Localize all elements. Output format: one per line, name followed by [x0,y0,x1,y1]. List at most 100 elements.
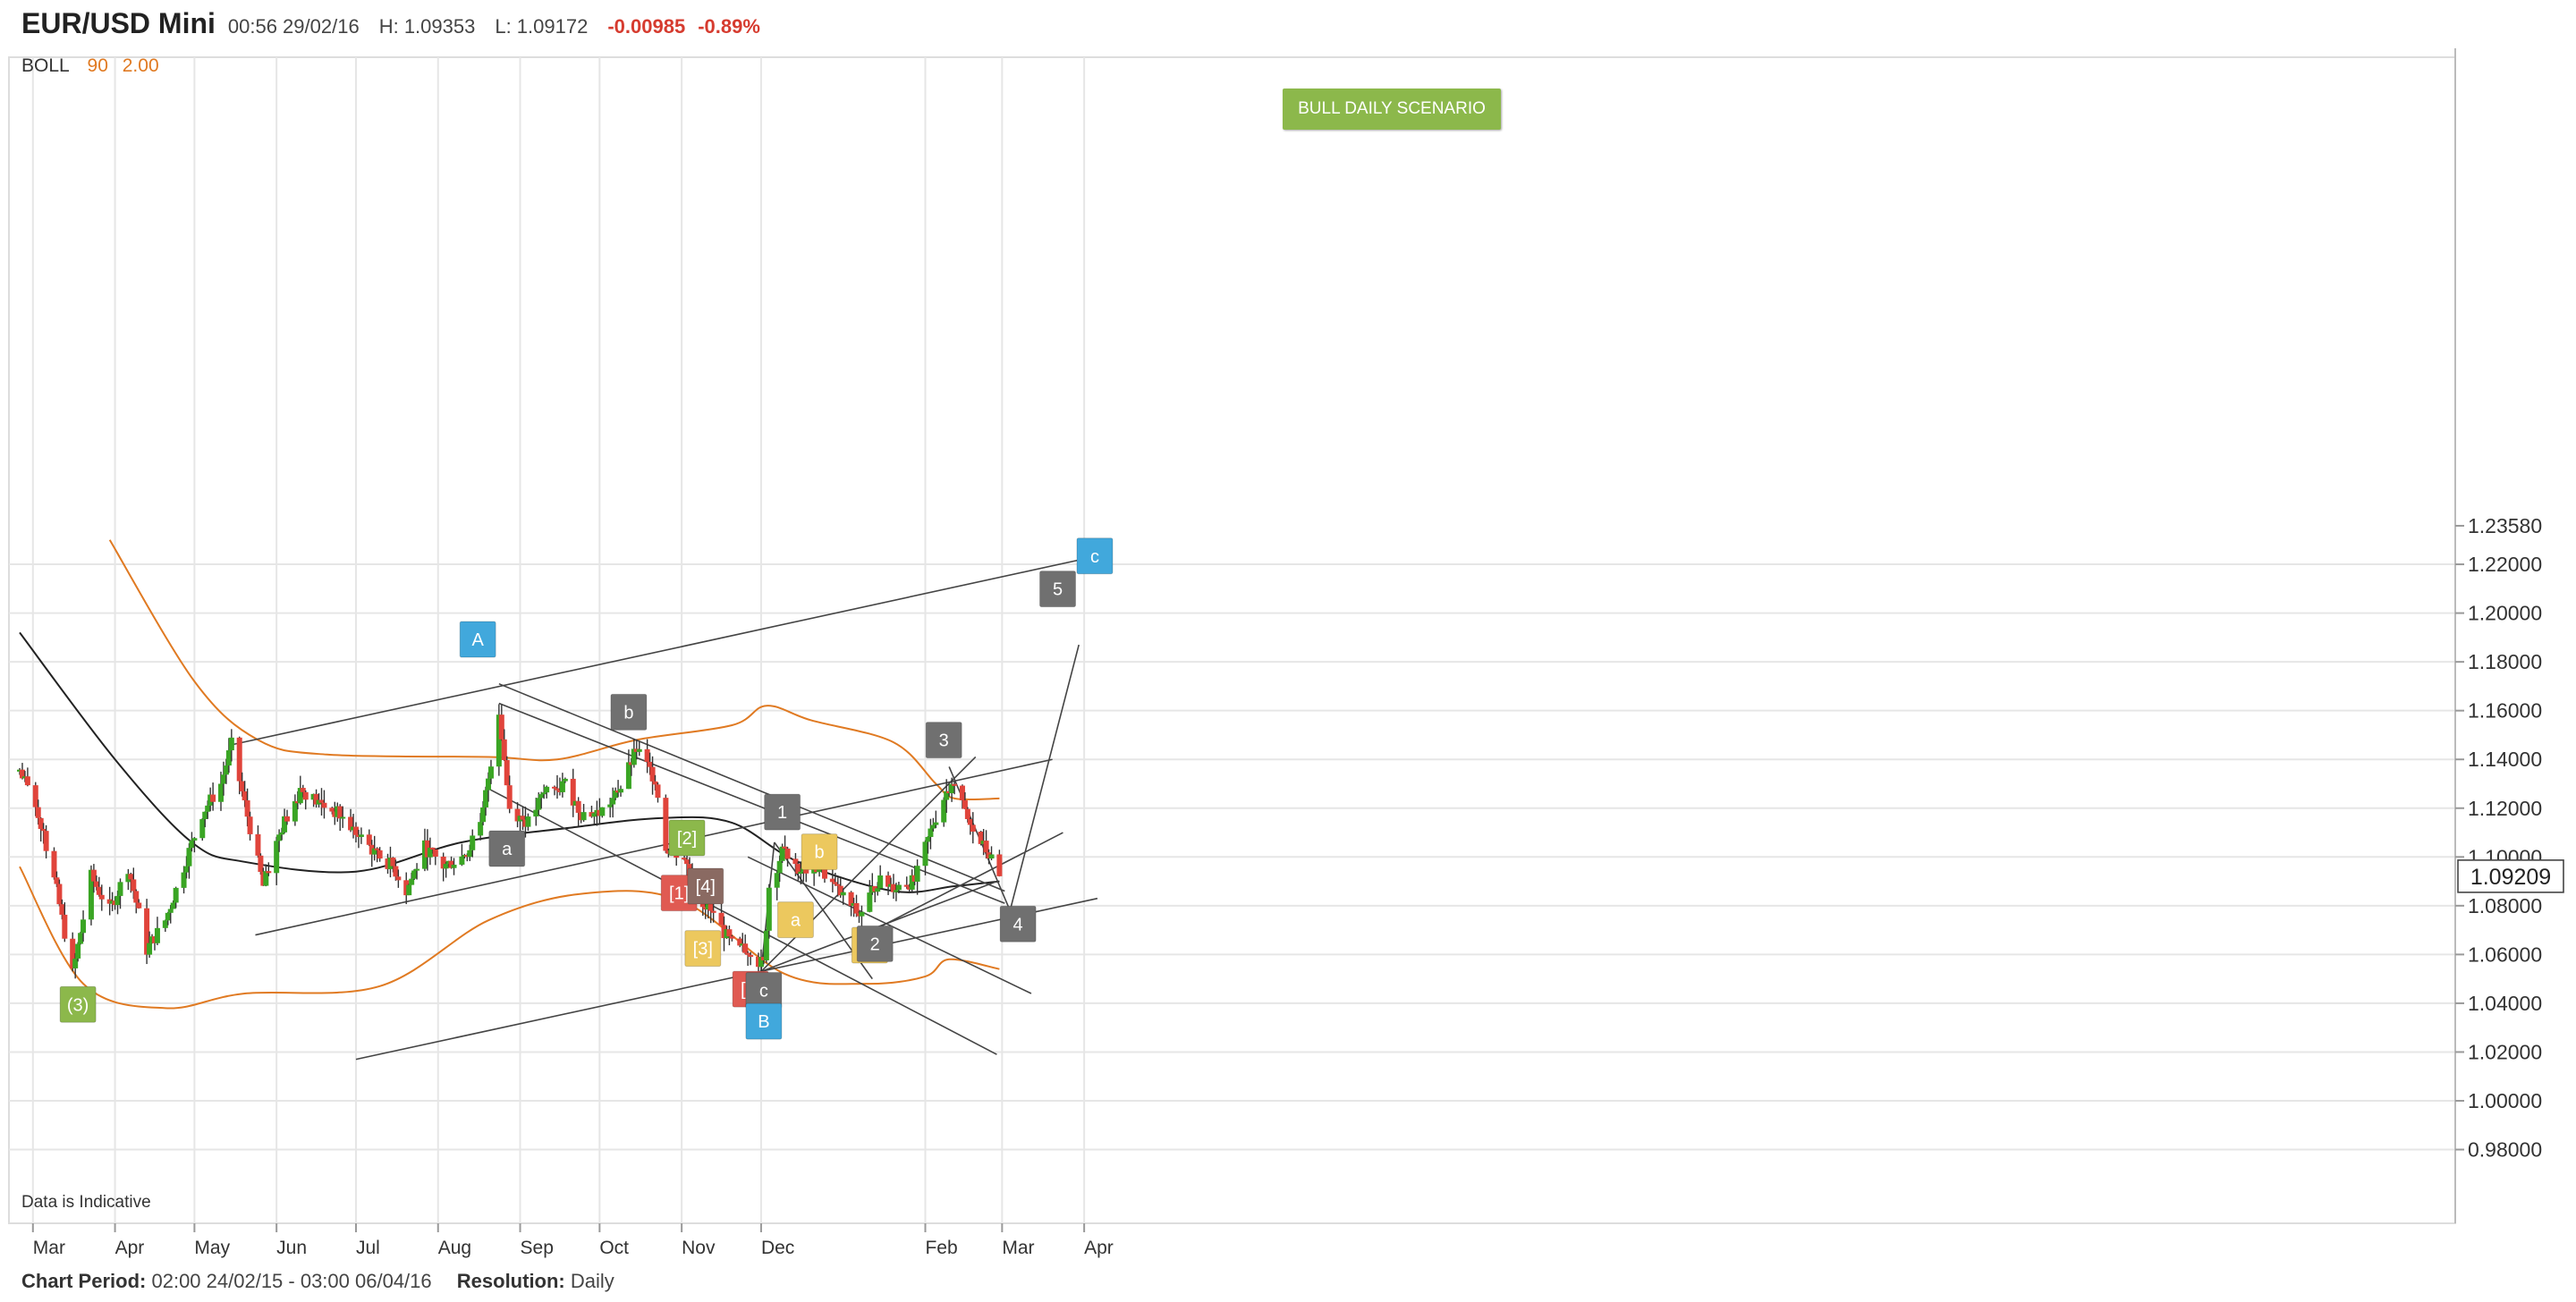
wave-label-text: 2 [870,934,880,954]
candle-down [390,858,396,867]
wave-label[interactable]: [2] [668,819,706,857]
wave-label[interactable]: (3) [59,985,97,1023]
x-tick-label: Jun [276,1238,307,1258]
y-tick-label: 1.18000 [2468,650,2542,673]
wave-label[interactable]: 5 [1039,571,1077,608]
candle-up [292,801,298,822]
candle-up [478,822,484,836]
wave-label[interactable]: 1 [764,793,801,831]
candle-down [313,793,319,805]
candle-down [337,806,343,819]
candle-down [520,816,526,820]
candle-up [459,856,465,865]
wave-label-text: 1 [777,803,787,823]
wave-label-box [668,819,706,857]
wave-label[interactable]: b [801,833,838,871]
wave-label-box [488,830,526,867]
candle-down [514,808,521,822]
candle-up [925,836,931,842]
candle-down [501,739,507,760]
candle-up [173,887,179,903]
candle-down [745,952,751,955]
current-price-box [2457,859,2564,893]
candle-down [803,867,809,874]
candle-up [78,933,84,944]
candle-down [133,891,140,903]
candle-up [162,920,168,928]
candle-down [352,826,359,835]
boll-lower-line [19,866,1000,1010]
candle-up [183,866,190,873]
candle-down [24,776,30,786]
candle-up [217,783,224,802]
candle-up [75,943,81,959]
header-change: -0.00985 [607,15,686,38]
candle-up [944,790,950,800]
candle-up [114,895,121,906]
candle-up [774,873,780,888]
candle-down [649,766,656,782]
wave-label[interactable]: b [610,693,648,731]
wave-label-text: 5 [1053,580,1063,600]
candle-up [541,792,547,795]
candle-down [506,785,513,809]
x-tick-label: Apr [1084,1238,1114,1258]
wave-label[interactable]: a [776,901,814,939]
candle-up [191,838,198,841]
wave-label[interactable]: [3] [684,930,722,968]
candle-down [59,904,65,915]
candle-up [988,854,995,858]
candle-up [487,766,494,779]
wave-label-box [776,901,814,939]
wave-label[interactable]: 3 [925,722,962,759]
candle-up [877,875,884,889]
candle-down [835,884,841,886]
wave-label-box [801,833,838,871]
candle-up [406,884,412,896]
candle-up [840,892,846,896]
wave-label[interactable]: [4] [687,867,724,905]
x-tick-label: Oct [599,1238,629,1258]
candle-down [38,817,44,829]
x-tick-label: Dec [761,1238,794,1258]
candle-down [96,886,102,895]
y-tick-label: 1.02000 [2468,1040,2542,1063]
trendline [255,758,1053,936]
candle-up [189,840,195,849]
candle-down [978,831,984,844]
candle-up [228,737,234,751]
candle-up [411,870,418,879]
wave-label[interactable]: B [745,1002,783,1040]
candle-up [154,927,160,943]
candle-down [19,769,25,779]
wave-label[interactable]: A [459,621,496,658]
wave-label[interactable]: c [1076,537,1114,575]
wave-label-box [1039,571,1077,608]
candle-down [853,902,860,914]
candle-up [80,919,87,934]
candle-down [54,877,60,884]
wave-label-text: a [791,911,801,931]
indicator-legend[interactable]: BOLL 90 2.00 [21,55,168,77]
candle-down [98,894,105,900]
wave-label-text: b [815,843,825,863]
candle-up [758,957,764,968]
chart-footer: Chart Period: 02:00 24/02/15 - 03:00 06/… [21,1270,614,1293]
candle-up [544,786,550,793]
candle-up [202,811,208,820]
x-tick-label: May [194,1238,230,1258]
wave-label-text: 4 [1013,915,1023,934]
candle-down [395,876,402,881]
x-tick-label: Mar [33,1238,65,1258]
wave-label[interactable]: 4 [999,905,1037,943]
candle-up [409,878,415,885]
candle-down [737,938,743,946]
candle-up [580,812,587,821]
wave-label[interactable]: 2 [856,925,894,962]
wave-label[interactable]: a [488,830,526,867]
candle-up [371,848,377,855]
wave-label-text: A [471,630,484,650]
candle-up [895,884,902,891]
wave-label[interactable]: c [745,971,783,1009]
